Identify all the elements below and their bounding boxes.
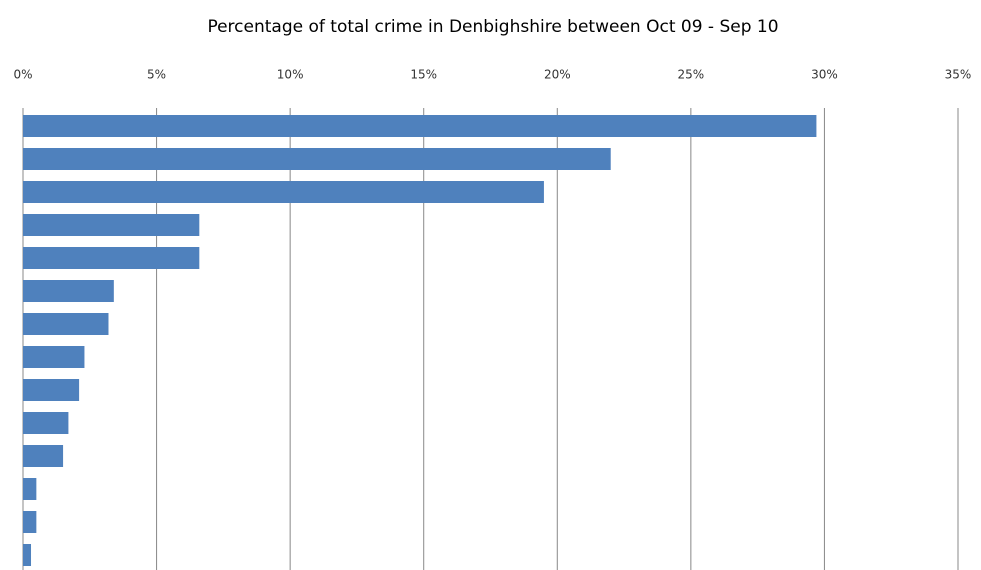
bar	[23, 280, 114, 302]
x-tick-label: 30%	[811, 68, 838, 82]
bar	[23, 511, 37, 533]
bar	[23, 115, 817, 137]
bar	[23, 181, 544, 203]
bar	[23, 313, 109, 335]
chart-title: Percentage of total crime in Denbighshir…	[207, 17, 778, 37]
bar	[23, 148, 611, 170]
bar	[23, 247, 200, 269]
x-tick-label: 5%	[147, 68, 166, 82]
bar	[23, 445, 64, 467]
bar	[23, 379, 80, 401]
bar	[23, 346, 85, 368]
x-tick-label: 15%	[410, 68, 437, 82]
x-tick-label: 35%	[945, 68, 972, 82]
bar	[23, 214, 200, 236]
bar	[23, 478, 37, 500]
x-tick-label: 20%	[544, 68, 571, 82]
bar	[23, 412, 69, 434]
x-tick-label: 10%	[277, 68, 304, 82]
bar	[23, 544, 32, 566]
x-tick-label: 0%	[13, 68, 32, 82]
x-tick-label: 25%	[678, 68, 705, 82]
